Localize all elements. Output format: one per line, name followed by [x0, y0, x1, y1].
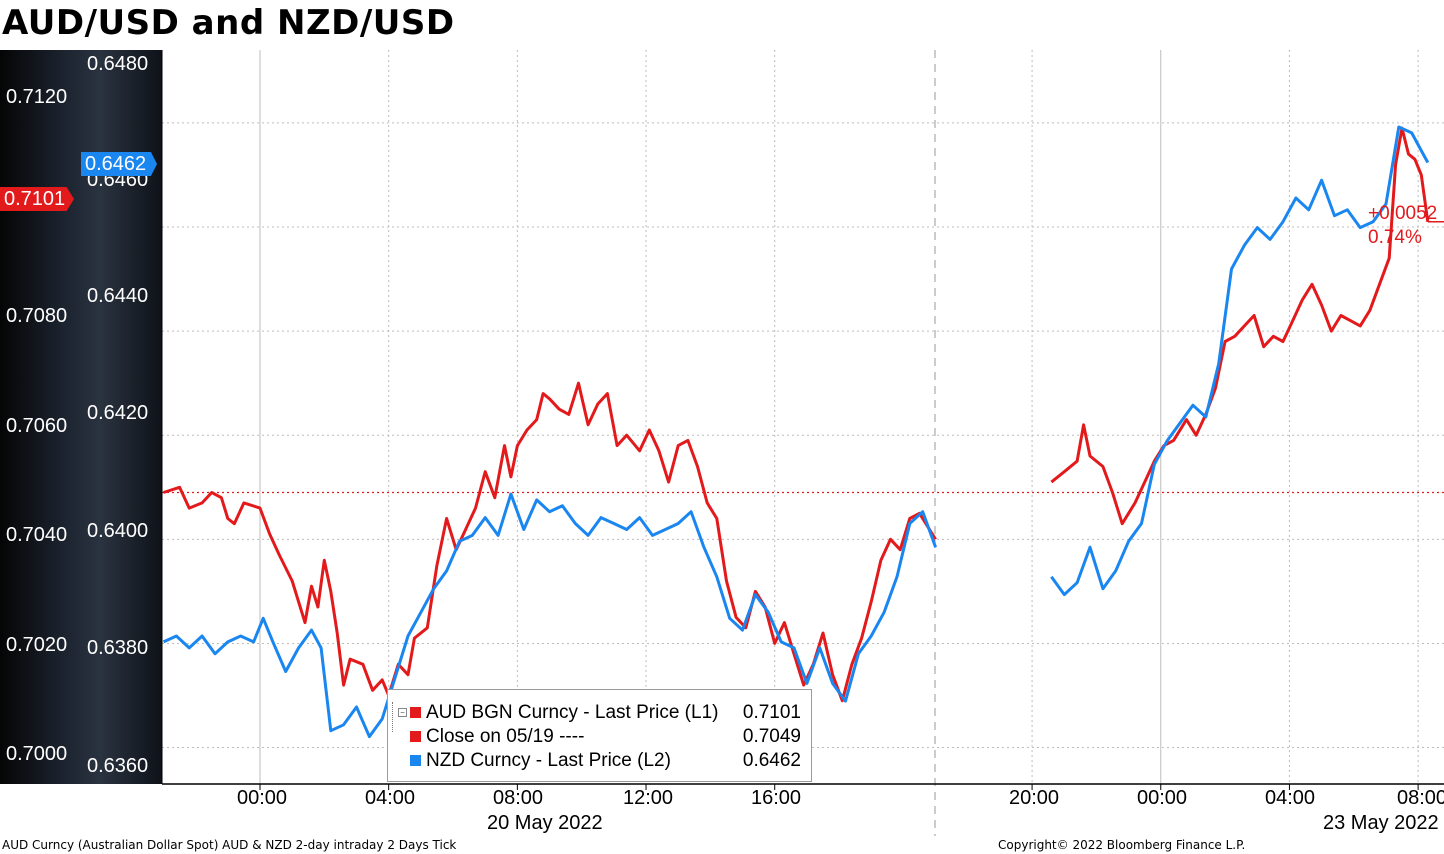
- legend-tree-connector: [392, 702, 403, 732]
- left-y-tick: 0.7040: [6, 524, 68, 546]
- right-y-tick: 0.6380: [87, 637, 149, 659]
- series-layer: [162, 125, 1444, 739]
- x-date-label: 20 May 2022: [487, 812, 603, 834]
- x-tick: 04:00: [364, 787, 416, 809]
- right-y-tick: 0.6400: [87, 520, 149, 542]
- legend-swatch-icon: [410, 731, 421, 742]
- legend-label: Close on 05/19 ----: [426, 726, 585, 747]
- footer-copyright: Copyright© 2022 Bloomberg Finance L.P.: [998, 838, 1246, 852]
- x-date-label: 23 May 2022: [1323, 812, 1439, 834]
- chart-legend[interactable]: − AUD BGN Curncy - Last Price (L1) 0.710…: [387, 689, 812, 782]
- nzd-usd-line: [162, 492, 938, 739]
- x-tick: 00:00: [1136, 787, 1188, 809]
- right-y-tick: 0.6360: [87, 755, 149, 777]
- legend-value: 0.7049: [742, 726, 801, 747]
- legend-label: AUD BGN Curncy - Last Price (L1): [426, 702, 719, 723]
- legend-value: 0.7101: [742, 702, 801, 723]
- aud-last-price-tag: 0.7101: [0, 187, 74, 211]
- x-tick: 12:00: [622, 787, 674, 809]
- x-tick: 00:00: [236, 787, 288, 809]
- left-y-tick: 0.7020: [6, 634, 68, 656]
- legend-item-close[interactable]: Close on 05/19 ---- 0.7049: [402, 725, 803, 749]
- x-tick: 08:00: [492, 787, 544, 809]
- footer-source: AUD Curncy (Australian Dollar Spot) AUD …: [2, 838, 457, 852]
- legend-value: 0.6462: [742, 750, 801, 771]
- left-y-tick: 0.7000: [6, 743, 68, 765]
- x-tick: 08:00: [1396, 787, 1444, 809]
- left-y-tick: 0.7060: [6, 415, 68, 437]
- collapse-icon[interactable]: −: [398, 708, 407, 717]
- legend-item-nzd[interactable]: NZD Curncy - Last Price (L2) 0.6462: [402, 749, 803, 773]
- legend-swatch-icon: [410, 755, 421, 766]
- x-tick: 20:00: [1008, 787, 1060, 809]
- plot-frame: [161, 50, 1444, 790]
- right-y-tick: 0.6440: [87, 285, 149, 307]
- change-abs-label: +0.0052: [1368, 203, 1438, 224]
- x-tick: 16:00: [750, 787, 802, 809]
- right-y-tick: 0.6480: [87, 53, 149, 75]
- nzd-usd-line: [1050, 125, 1430, 597]
- legend-swatch-icon: [410, 707, 421, 718]
- change-pct-label: 0.74%: [1368, 227, 1422, 248]
- legend-item-aud[interactable]: AUD BGN Curncy - Last Price (L1) 0.7101: [402, 701, 803, 725]
- nzd-last-price-tag: 0.6462: [81, 152, 157, 176]
- aud-usd-line: [1050, 126, 1430, 526]
- left-y-tick: 0.7080: [6, 305, 68, 327]
- chart-title: AUD/USD and NZD/USD: [2, 3, 455, 43]
- x-tick: 04:00: [1264, 787, 1316, 809]
- left-y-tick: 0.7120: [6, 86, 68, 108]
- right-y-tick: 0.6420: [87, 402, 149, 424]
- legend-label: NZD Curncy - Last Price (L2): [426, 750, 671, 771]
